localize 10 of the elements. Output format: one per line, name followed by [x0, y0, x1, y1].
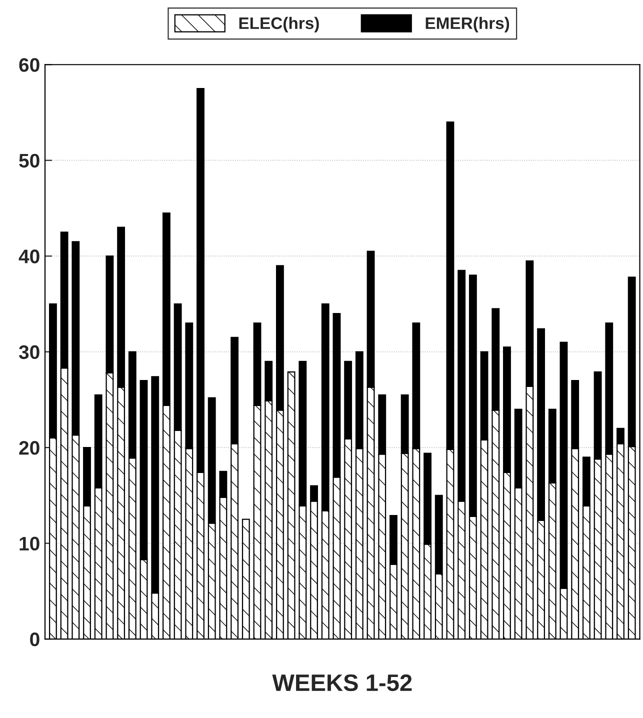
- legend-label: EMER(hrs): [426, 16, 510, 32]
- legend-label: ELEC(hrs): [239, 16, 319, 32]
- y-tick-label: 50: [19, 154, 40, 168]
- y-tick-label: 10: [20, 536, 40, 551]
- y-tick-label: 60: [19, 58, 40, 72]
- y-tick-label: 40: [18, 250, 40, 264]
- x-axis-title: WEEKS 1-52: [272, 674, 412, 692]
- y-tick-label: 30: [18, 345, 40, 360]
- y-tick-label: 0: [30, 632, 40, 646]
- y-tick-label: 20: [19, 441, 40, 455]
